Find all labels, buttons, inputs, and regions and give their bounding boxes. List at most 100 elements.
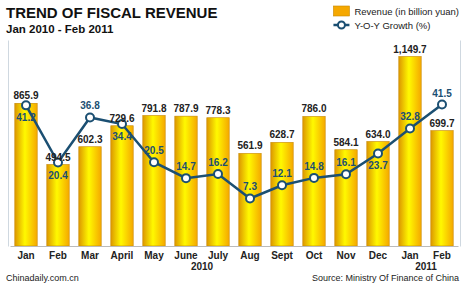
x-tick: May — [144, 246, 164, 261]
marker — [406, 124, 414, 132]
x-tick-label: Oct — [306, 250, 323, 261]
line-label: 34.4 — [112, 131, 132, 142]
x-tick-label: July — [208, 250, 228, 261]
bar-label: 786.0 — [301, 103, 326, 114]
line-label: 23.7 — [368, 160, 388, 171]
x-tick: Sept — [271, 246, 293, 261]
x-tick-label: Aug — [240, 250, 259, 261]
x-tick-label: Jan — [17, 250, 34, 261]
bar-label: 787.9 — [173, 103, 198, 114]
x-tick-label: Jan — [401, 250, 418, 261]
bar — [79, 147, 101, 246]
x-tick: Dec — [369, 246, 388, 261]
plot-area — [15, 57, 453, 246]
y2-axis-line — [460, 41, 461, 247]
line-label: 16.1 — [336, 157, 356, 168]
line-label: 12.1 — [272, 168, 292, 179]
x-axis: Jan Feb Mar April May June July Aug Sept Oct Nov De… — [11, 246, 459, 261]
marker — [438, 101, 446, 109]
bar — [239, 153, 261, 246]
bar-label: 561.9 — [237, 140, 262, 151]
chart-svg: TREND OF FISCAL REVENUE Jan 2010 - Feb 20… — [0, 0, 465, 284]
marker — [214, 170, 222, 178]
bar — [111, 126, 133, 246]
bar — [47, 165, 69, 246]
year-label: 2011 — [415, 261, 437, 272]
x-tick-label: Sept — [271, 250, 293, 261]
data-labels: 865.9494.5602.3729.6791.8787.9778.3561.9… — [13, 44, 454, 193]
x-tick: Jan — [401, 246, 418, 261]
x-tick: Aug — [240, 246, 259, 261]
bar-label: 778.3 — [205, 105, 230, 116]
bar — [335, 150, 357, 246]
bar-label: 729.6 — [109, 113, 134, 124]
x-tick: Feb — [49, 246, 67, 261]
legend-swatch — [333, 6, 349, 16]
marker — [374, 149, 382, 157]
title: TREND OF FISCAL REVENUE — [6, 4, 217, 21]
bar — [431, 131, 453, 246]
x-tick: July — [208, 246, 228, 261]
line-label: 32.8 — [400, 111, 420, 122]
x-tick-label: Feb — [433, 250, 451, 261]
x-tick: Nov — [337, 246, 356, 261]
marker — [86, 113, 94, 121]
x-tick-label: Mar — [81, 250, 99, 261]
line-label: 36.8 — [80, 100, 100, 111]
y-axis-line — [8, 41, 9, 247]
x-tick-label: Nov — [337, 250, 356, 261]
bar — [207, 118, 229, 246]
marker — [150, 158, 158, 166]
x-tick: Oct — [306, 246, 323, 261]
legend-marker — [338, 22, 345, 29]
line-label: 7.3 — [243, 181, 257, 192]
marker — [278, 181, 286, 189]
year-label: 2010 — [191, 261, 214, 272]
bar-label: 865.9 — [13, 90, 38, 101]
legend-label: Revenue (in billion yuan) — [354, 6, 459, 17]
y-axis — [8, 41, 9, 247]
legend-item: Revenue (in billion yuan) — [333, 6, 459, 17]
x-tick: April — [111, 246, 134, 261]
chart-container: TREND OF FISCAL REVENUE Jan 2010 - Feb 20… — [0, 0, 465, 284]
x-tick: June — [174, 246, 198, 261]
bar-label: 628.7 — [269, 129, 294, 140]
bar — [399, 57, 421, 246]
x-tick-label: Feb — [49, 250, 67, 261]
marker — [182, 174, 190, 182]
bar-label: 494.5 — [45, 152, 70, 163]
x-tick: Feb — [433, 246, 451, 261]
bar — [15, 103, 37, 246]
x-tick-label: Dec — [369, 250, 388, 261]
line-label: 14.7 — [176, 161, 196, 172]
subtitle: Jan 2010 - Feb 2011 — [6, 23, 114, 35]
bar — [143, 116, 165, 246]
bar-label: 791.8 — [141, 103, 166, 114]
credit: Chinadaily.com.cn — [6, 273, 79, 283]
bar-label: 584.1 — [333, 137, 358, 148]
line-label: 41.2 — [16, 112, 36, 123]
legend-label: Y-O-Y Growth (%) — [354, 20, 430, 31]
marker — [342, 170, 350, 178]
line — [26, 105, 442, 199]
x-tick: Jan — [17, 246, 34, 261]
x-tick-label: May — [144, 250, 164, 261]
legend-item: Y-O-Y Growth (%) — [333, 20, 430, 31]
marker — [310, 174, 318, 182]
line-label: 14.8 — [304, 161, 324, 172]
bar — [271, 142, 293, 246]
annotations: 2010 2011 Chinadaily.com.cn Source: Ministr… — [6, 261, 459, 283]
bar-label: 1,149.7 — [393, 44, 427, 55]
marker — [246, 194, 254, 202]
line-label: 16.2 — [208, 157, 228, 168]
line-label: 20.4 — [48, 170, 68, 181]
bar — [175, 116, 197, 246]
x-tick: Mar — [81, 246, 99, 261]
line-label: 41.5 — [432, 88, 452, 99]
source: Source: Ministry Of Finance of China — [312, 273, 459, 283]
bar — [303, 116, 325, 246]
line-label: 20.5 — [144, 145, 164, 156]
x-tick-label: June — [174, 250, 198, 261]
bar-label: 699.7 — [429, 118, 454, 129]
marker — [22, 101, 30, 109]
